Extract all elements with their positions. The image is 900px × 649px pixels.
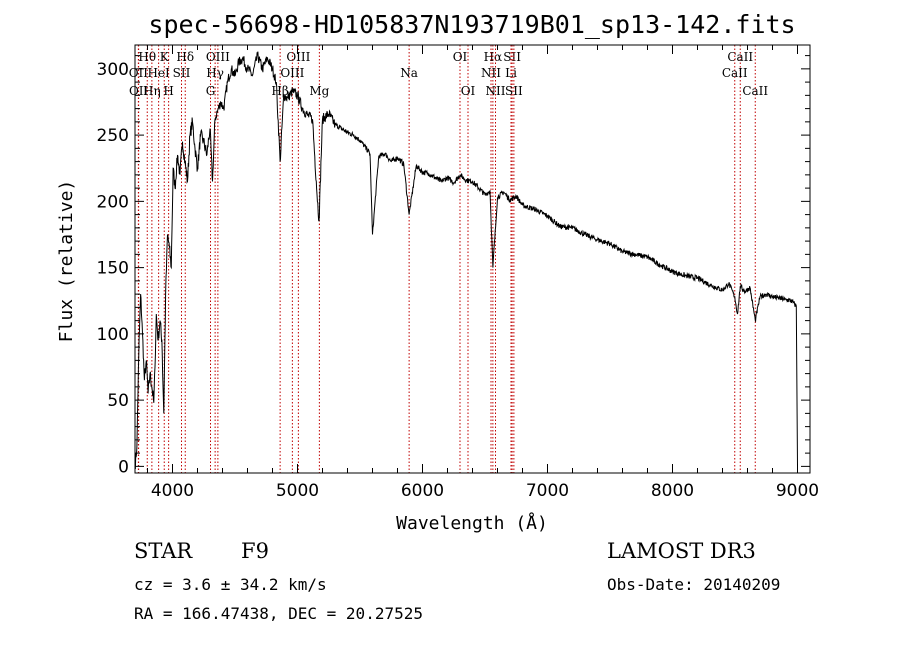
spectral-line-label: CaII (727, 50, 753, 64)
spectral-line-label: HeI (147, 66, 170, 80)
x-tick-label: 6000 (401, 481, 444, 501)
x-tick-label: 4000 (151, 481, 194, 501)
object-class: STAR (134, 539, 193, 563)
y-tick-label: 150 (97, 259, 129, 279)
y-tick-label: 200 (97, 192, 129, 212)
spectral-line-label: SII (503, 50, 521, 64)
spectral-line-label: OII (129, 84, 149, 98)
spectral-line-label: Li (505, 66, 517, 80)
spectral-line-label: Hδ (176, 50, 194, 64)
spectral-line-label: G (206, 84, 216, 98)
spectral-line-label: Mg (309, 84, 329, 98)
flux-series-line (135, 51, 798, 470)
spectral-line-label: NII (481, 66, 501, 80)
survey-name: LAMOST DR3 (607, 539, 756, 563)
spectral-line-label: H (163, 84, 173, 98)
x-tick-label: 9000 (776, 481, 819, 501)
ticks-layer: 4000 5000 6000 7000 8000 9000 0 50 100 150 200 250 3… (97, 45, 819, 501)
object-subclass: F9 (241, 539, 269, 563)
obs-date: Obs-Date: 20140209 (607, 575, 781, 594)
chart-title: spec-56698-HD105837N193719B01_sp13-142.f… (148, 10, 795, 39)
spectral-line-label: OI (453, 50, 468, 64)
y-tick-label: 300 (97, 60, 129, 80)
spectral-line-label: OIII (206, 50, 230, 64)
spectral-line-label: OIII (280, 66, 304, 80)
x-axis-label: Wavelength (Å) (396, 512, 548, 534)
spectral-line-label: Hγ (206, 66, 224, 80)
series-layer (135, 51, 798, 470)
spectral-line-label: CaII (742, 84, 768, 98)
spectral-line-label: SII (173, 66, 191, 80)
x-tick-label: 7000 (526, 481, 569, 501)
y-tick-label: 250 (97, 126, 129, 146)
spectral-line-label: Na (400, 66, 418, 80)
spectral-line-label: Hβ (271, 84, 288, 98)
spectral-line-label: K (160, 50, 170, 64)
spectral-line-label: Hθ (138, 50, 156, 64)
spectral-line-label: SII (505, 84, 523, 98)
redshift-cz: cz = 3.6 ± 34.2 km/s (134, 575, 327, 594)
x-tick-label: 8000 (651, 481, 694, 501)
spectral-line-label: NII (486, 84, 506, 98)
y-tick-label: 0 (118, 457, 129, 477)
y-tick-label: 50 (107, 391, 129, 411)
coordinates: RA = 166.47438, DEC = 20.27525 (134, 604, 423, 623)
y-axis-label: Flux (relative) (56, 180, 77, 343)
plot-frame (134, 44, 811, 474)
x-tick-label: 5000 (276, 481, 319, 501)
y-tick-label: 100 (97, 325, 129, 345)
spectral-line-label: OI (461, 84, 476, 98)
spectral-line-label: Hη (143, 84, 161, 98)
spectral-line-label: OIII (286, 50, 310, 64)
spectral-line-label: Hα (484, 50, 503, 64)
spectral-line-label: CaII (722, 66, 748, 80)
